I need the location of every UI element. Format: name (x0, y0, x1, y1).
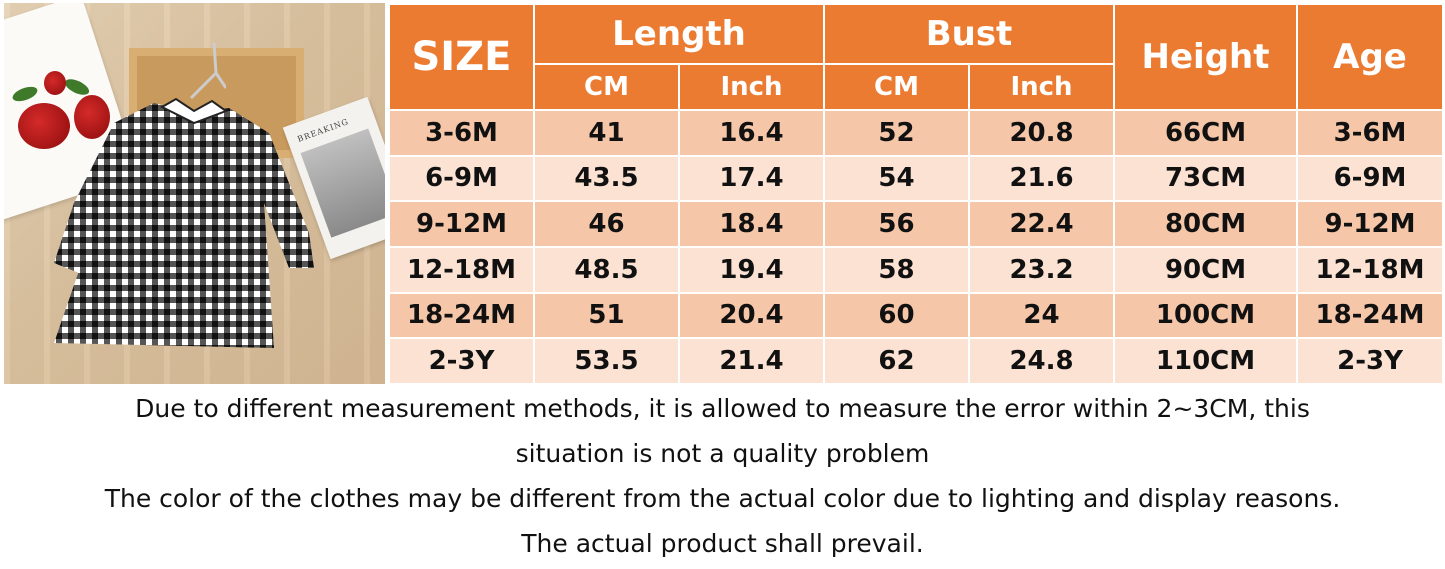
cell-height: 73CM (1113, 154, 1299, 203)
cell-bust-cm: 60 (823, 291, 971, 340)
cell-bust-inch: 24.8 (968, 337, 1116, 385)
cell-length-inch: 21.4 (677, 337, 826, 385)
cell-bust-cm: 56 (823, 200, 971, 248)
cell-height: 110CM (1113, 337, 1299, 385)
cell-length-cm: 41 (533, 109, 680, 157)
cell-bust-inch: 24 (968, 291, 1116, 340)
header-bust-inch: Inch (968, 63, 1116, 111)
table-row: 18-24M 51 20.4 60 24 100CM 18-24M (388, 291, 1445, 340)
cell-age: 9-12M (1296, 200, 1445, 248)
cell-height: 90CM (1113, 245, 1299, 294)
rose (44, 71, 66, 95)
cell-length-cm: 53.5 (533, 337, 680, 385)
cell-size: 9-12M (388, 200, 535, 248)
table-row: 2-3Y 53.5 21.4 62 24.8 110CM 2-3Y (388, 337, 1445, 385)
table-row: 6-9M 43.5 17.4 54 21.6 73CM 6-9M (388, 154, 1445, 203)
cell-length-inch: 18.4 (677, 200, 826, 248)
cell-bust-inch: 23.2 (968, 245, 1116, 294)
note-color-line1: The color of the clothes may be differen… (104, 484, 1341, 513)
cell-age: 18-24M (1296, 291, 1445, 340)
product-photo: BREAKING (4, 3, 385, 384)
header-length-cm: CM (533, 63, 680, 111)
cell-length-inch: 20.4 (677, 291, 826, 340)
note-color-line2: The actual product shall prevail. (521, 529, 924, 558)
cell-bust-cm: 62 (823, 337, 971, 385)
size-chart-table: SIZE Length Bust Height Age CM Inch CM I… (388, 3, 1445, 385)
header-height: Height (1113, 3, 1299, 111)
cell-age: 2-3Y (1296, 337, 1445, 385)
cell-bust-inch: 21.6 (968, 154, 1116, 203)
cell-size: 18-24M (388, 291, 535, 340)
cell-age: 6-9M (1296, 154, 1445, 203)
rose (74, 95, 110, 139)
note-measurement-line2: situation is not a quality problem (515, 439, 930, 468)
note-measurement-line1: Due to different measurement methods, it… (135, 394, 1310, 423)
cell-height: 100CM (1113, 291, 1299, 340)
cell-bust-inch: 20.8 (968, 109, 1116, 157)
cell-bust-inch: 22.4 (968, 200, 1116, 248)
cell-size: 3-6M (388, 109, 535, 157)
cell-age: 3-6M (1296, 109, 1445, 157)
header-length-inch: Inch (677, 63, 826, 111)
header-row: SIZE Length Bust Height Age (388, 3, 1445, 111)
cell-bust-cm: 52 (823, 109, 971, 157)
cell-size: 2-3Y (388, 337, 535, 385)
cell-length-inch: 19.4 (677, 245, 826, 294)
header-bust: Bust (823, 3, 1116, 65)
cell-size: 6-9M (388, 154, 535, 203)
cell-length-cm: 46 (533, 200, 680, 248)
hanger-icon (189, 43, 226, 100)
cell-age: 12-18M (1296, 245, 1445, 294)
header-age: Age (1296, 3, 1445, 111)
cell-length-cm: 43.5 (533, 154, 680, 203)
table-row: 12-18M 48.5 19.4 58 23.2 90CM 12-18M (388, 245, 1445, 294)
cell-bust-cm: 58 (823, 245, 971, 294)
cell-height: 66CM (1113, 109, 1299, 157)
cell-length-cm: 48.5 (533, 245, 680, 294)
cell-height: 80CM (1113, 200, 1299, 248)
cell-length-inch: 17.4 (677, 154, 826, 203)
gingham-dress (54, 97, 314, 348)
table-row: 3-6M 41 16.4 52 20.8 66CM 3-6M (388, 109, 1445, 157)
cell-length-inch: 16.4 (677, 109, 826, 157)
header-bust-cm: CM (823, 63, 971, 111)
cell-size: 12-18M (388, 245, 535, 294)
header-size: SIZE (388, 3, 535, 111)
cell-length-cm: 51 (533, 291, 680, 340)
table-row: 9-12M 46 18.4 56 22.4 80CM 9-12M (388, 200, 1445, 248)
rose (18, 103, 70, 149)
header-length: Length (532, 3, 826, 65)
subheader-row: CM Inch CM Inch (389, 63, 1443, 111)
cell-bust-cm: 54 (823, 154, 971, 203)
notes: Due to different measurement methods, it… (0, 386, 1445, 566)
